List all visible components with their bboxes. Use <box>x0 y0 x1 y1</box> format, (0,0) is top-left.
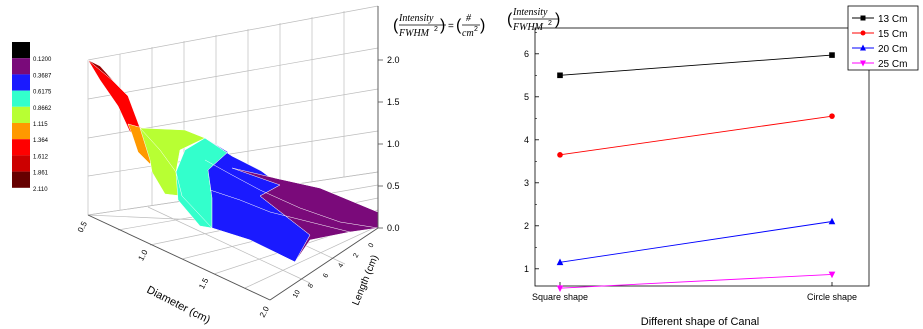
legend-label: 20 Cm <box>878 44 907 55</box>
legend-label: 13 Cm <box>878 14 907 25</box>
series-point <box>860 30 866 36</box>
surface-band-red <box>87 59 141 133</box>
colorbar-swatch <box>12 58 30 75</box>
series-point <box>860 60 866 67</box>
y-tick-label: 1 <box>524 264 529 274</box>
y-label-denominator: FWHM <box>512 22 544 33</box>
colorbar-swatch <box>12 139 30 156</box>
colorbar-label: 0.6175 <box>33 90 52 96</box>
colorbar-swatch <box>12 123 30 140</box>
colorbar-swatch <box>12 106 30 123</box>
y-tick-label: 6 <box>524 49 529 59</box>
legend-label: 25 Cm <box>878 59 907 70</box>
y-label-numerator: Intensity <box>512 7 548 18</box>
x-axis-label: Different shape of Canal <box>641 316 759 328</box>
series-point <box>860 15 866 21</box>
colorbar-label: 2.110 <box>33 187 48 193</box>
series-point <box>556 285 564 292</box>
y-tick-label: 5 <box>524 92 529 102</box>
z-label-denominator: FWHM <box>398 28 430 39</box>
surface-box <box>87 5 379 301</box>
series-point <box>557 152 563 158</box>
z-tick-label: 2.0 <box>387 55 400 65</box>
series-point <box>556 258 564 266</box>
z-tick-label: 1.0 <box>387 139 400 149</box>
series-line <box>559 221 833 263</box>
svg-text:(: ( <box>456 17 462 34</box>
series-line <box>559 115 833 156</box>
colorbar-swatch <box>12 155 30 172</box>
colorbar-swatch <box>12 90 30 107</box>
diameter-tick-label: 2.0 <box>258 304 271 319</box>
z-tick-label: 1.5 <box>387 97 400 107</box>
series-point <box>557 72 563 79</box>
colorbar-label: 1.612 <box>33 154 49 160</box>
svg-text:): ) <box>480 17 485 34</box>
length-tick-label: 8 <box>307 282 315 289</box>
length-axis-label: Length (cm) <box>351 254 381 308</box>
z-label-unit-den: cm <box>462 28 474 39</box>
y-tick-label: 4 <box>524 135 529 145</box>
series-point <box>860 44 866 51</box>
diameter-tick-label: 1.0 <box>136 248 149 263</box>
colorbar-label: 0.1200 <box>33 57 52 63</box>
svg-text:): ) <box>440 17 445 34</box>
diameter-tick-label: 0.5 <box>76 219 89 234</box>
series-point <box>828 271 836 279</box>
plot-frame <box>534 27 870 287</box>
colorbar-label: 1.115 <box>33 122 48 128</box>
colorbar-label: 0.3687 <box>33 73 52 79</box>
surface-axes <box>87 6 379 301</box>
y-ticks: 1 2 3 4 5 6 <box>524 31 539 274</box>
z-label-equals: = <box>448 21 454 32</box>
diameter-tick-label: 1.5 <box>197 276 210 291</box>
z-tick-label: 0.0 <box>387 223 400 233</box>
legend: 13 Cm 15 Cm 20 Cm 25 Cm <box>847 5 919 71</box>
colorbar-label: 1.364 <box>33 138 49 144</box>
svg-text:(: ( <box>507 11 513 28</box>
y-tick-label: 2 <box>524 221 529 231</box>
colorbar-label: 0.8662 <box>33 106 52 112</box>
series-point <box>828 217 836 225</box>
line-chart: 1 2 3 4 5 6 Square shape Circle shape Differen… <box>507 5 919 328</box>
length-tick-label: 10 <box>292 289 302 299</box>
surface-mesh <box>87 59 379 263</box>
series-line <box>559 273 833 289</box>
y-label-exponent: 2 <box>548 20 552 27</box>
length-tick-label: 6 <box>322 272 330 279</box>
colorbar-swatch <box>12 42 30 59</box>
length-tick-label: 4 <box>337 262 345 269</box>
z-tick-label: 0.5 <box>387 181 400 191</box>
colorbar-label: 1.861 <box>33 171 49 177</box>
x-tick-label: Square shape <box>532 292 588 302</box>
z-label-unit-num: # <box>466 13 472 24</box>
z-label-unit-exp: 2 <box>474 26 478 33</box>
y-tick-label: 3 <box>524 178 529 188</box>
x-tick-label: Circle shape <box>807 292 857 302</box>
z-label-numerator: Intensity <box>398 13 434 24</box>
series-group <box>556 52 836 292</box>
series-point <box>829 113 835 119</box>
series-line <box>559 54 833 76</box>
length-tick-label: 2 <box>352 252 360 259</box>
z-label-exponent: 2 <box>434 26 438 33</box>
legend-label: 15 Cm <box>878 29 907 40</box>
svg-text:(: ( <box>393 17 399 34</box>
z-ticks: 0.0 0.5 1.0 1.5 2.0 <box>378 55 400 233</box>
colorbar-swatch <box>12 74 30 91</box>
diameter-axis-label: Diameter (cm) <box>145 284 213 326</box>
colorbar-swatch <box>12 171 30 188</box>
colorbar: 0.1200 0.3687 0.6175 0.8662 1.115 1.364 1.612 1… <box>12 42 52 193</box>
y-axis-label: ( Intensity FWHM 2 ) <box>507 7 560 33</box>
svg-text:): ) <box>555 11 560 28</box>
series-point <box>829 52 835 58</box>
surface-chart: 0.1200 0.3687 0.6175 0.8662 1.115 1.364 1.612 1… <box>12 5 485 326</box>
length-tick-label: 0 <box>368 242 376 249</box>
z-axis-label: ( Intensity FWHM 2 ) = ( # cm 2 ) <box>393 13 485 39</box>
x-ticks: Square shape Circle shape <box>532 282 857 302</box>
